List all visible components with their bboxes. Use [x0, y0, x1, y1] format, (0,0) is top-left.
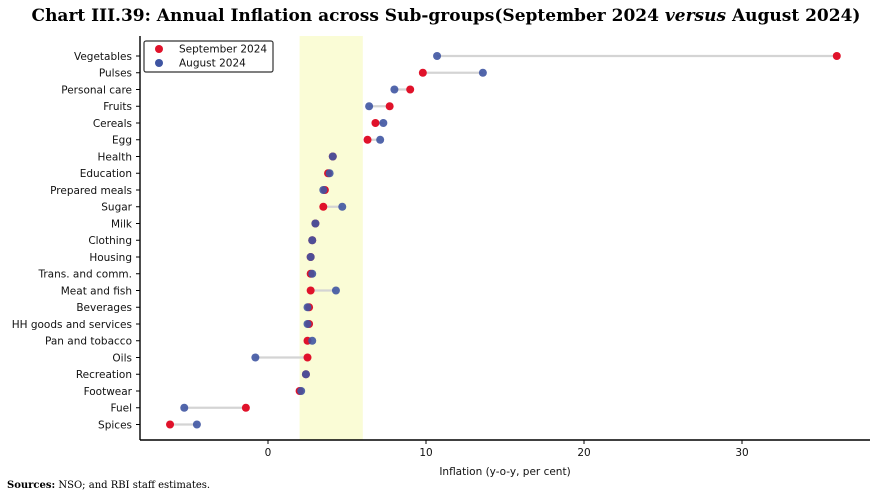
- category-label: Oils: [112, 352, 132, 364]
- sep-2024-point: [241, 403, 250, 412]
- aug-2024-point: [192, 420, 201, 429]
- x-tick-label: 30: [735, 447, 748, 459]
- aug-2024-point: [308, 336, 317, 345]
- sep-2024-point: [418, 68, 427, 77]
- aug-2024-point: [308, 236, 317, 245]
- aug-2024-point: [331, 286, 340, 295]
- sep-2024-point: [303, 353, 312, 362]
- sep-2024-point: [371, 119, 380, 127]
- category-label: Personal care: [61, 84, 132, 96]
- category-label: Meat and fish: [61, 285, 132, 297]
- chart-title-main: Chart III.39: Annual Inflation across Su…: [31, 6, 665, 26]
- x-tick-label: 20: [577, 447, 590, 459]
- category-label: Sugar: [101, 202, 132, 214]
- aug-2024-point: [365, 102, 374, 111]
- aug-2024-point: [376, 135, 385, 144]
- legend-sep-label: September 2024: [179, 44, 267, 56]
- chart-title: Chart III.39: Annual Inflation across Su…: [0, 6, 892, 26]
- aug-2024-point: [379, 119, 388, 127]
- category-label: Fuel: [111, 403, 133, 415]
- aug-2024-point: [301, 370, 310, 379]
- aug-2024-point: [297, 387, 306, 395]
- sep-2024-point: [385, 102, 394, 111]
- category-label: Trans. and comm.: [37, 269, 132, 281]
- aug-2024-point: [325, 169, 334, 178]
- category-label: Egg: [112, 135, 132, 147]
- sep-2024-point: [832, 52, 841, 60]
- aug-2024-point: [328, 152, 337, 161]
- aug-2024-point: [303, 303, 312, 312]
- category-label: Education: [80, 168, 132, 180]
- aug-2024-point: [433, 52, 442, 60]
- chart-title-tail: August 2024): [726, 6, 861, 26]
- aug-2024-point: [478, 68, 487, 77]
- x-tick-label: 10: [419, 447, 432, 459]
- category-label: Pulses: [99, 68, 132, 80]
- aug-2024-point: [319, 186, 328, 194]
- aug-2024-point: [311, 219, 320, 228]
- sources-label: Sources:: [7, 480, 56, 491]
- category-label: Housing: [89, 252, 132, 264]
- x-tick-label: 0: [265, 447, 272, 459]
- legend-box: [143, 40, 274, 73]
- sources-text: NSO; and RBI staff estimates.: [55, 480, 211, 491]
- category-label: Prepared meals: [50, 185, 132, 197]
- aug-2024-point: [338, 202, 347, 211]
- legend-sep-marker: [155, 45, 163, 53]
- sep-2024-point: [166, 420, 175, 429]
- sep-2024-point: [306, 286, 315, 295]
- aug-2024-point: [180, 403, 189, 412]
- category-label: Health: [98, 151, 132, 163]
- category-label: Cereals: [93, 118, 132, 130]
- aug-2024-point: [306, 253, 315, 261]
- category-label: Beverages: [76, 302, 132, 314]
- aug-2024-point: [303, 320, 312, 328]
- x-axis-label: Inflation (y-o-y, per cent): [439, 466, 570, 478]
- category-label: Recreation: [76, 369, 132, 381]
- category-label: Pan and tobacco: [45, 336, 132, 348]
- category-label: Fruits: [103, 101, 132, 113]
- sources-note: Sources: NSO; and RBI staff estimates.: [7, 480, 210, 491]
- legend-aug-marker: [155, 59, 163, 67]
- category-label: Milk: [111, 218, 133, 230]
- sep-2024-point: [319, 202, 328, 211]
- aug-2024-point: [251, 353, 260, 362]
- category-label: Spices: [98, 419, 132, 431]
- category-label: Clothing: [88, 235, 132, 247]
- category-label: HH goods and services: [12, 319, 132, 331]
- sep-2024-point: [363, 135, 372, 144]
- category-label: Vegetables: [74, 51, 132, 63]
- category-label: Footwear: [84, 386, 133, 398]
- sep-2024-point: [406, 85, 415, 94]
- chart-title-emph: versus: [664, 6, 727, 26]
- aug-2024-point: [390, 85, 399, 94]
- legend-aug-label: August 2024: [179, 58, 246, 70]
- aug-2024-point: [308, 269, 317, 278]
